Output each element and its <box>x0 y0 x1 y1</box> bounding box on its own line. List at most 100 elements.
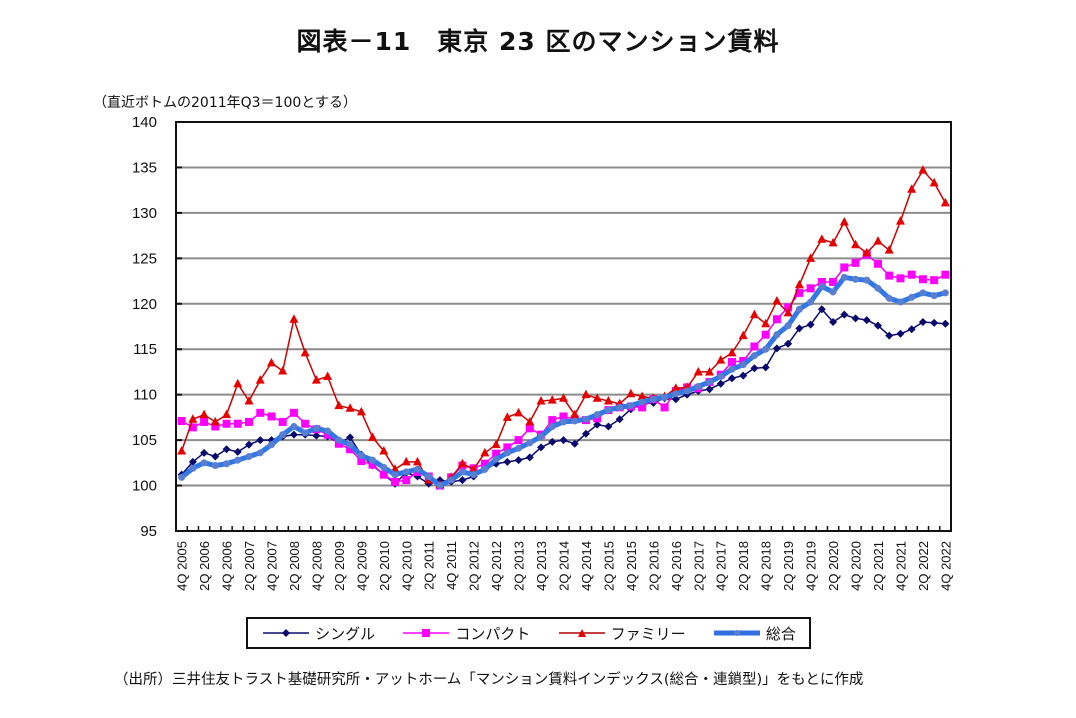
data-point <box>918 165 928 174</box>
data-point <box>503 457 512 466</box>
x-tick-label: 4Q 2013 <box>534 541 549 591</box>
data-point <box>401 456 411 466</box>
data-point <box>245 452 253 460</box>
data-point <box>671 383 681 392</box>
data-point <box>716 355 726 364</box>
data-point <box>806 284 815 293</box>
series-total <box>178 273 949 490</box>
index-base-note: （直近ボトムの2011年Q3＝100とする） <box>93 95 357 111</box>
data-point <box>300 347 310 357</box>
x-tick-label: 4Q 2018 <box>759 541 774 591</box>
data-point <box>919 289 927 297</box>
data-point <box>177 446 187 455</box>
x-tick-label: 2Q 2019 <box>781 541 796 591</box>
data-point <box>334 400 344 410</box>
data-point <box>481 465 489 473</box>
data-point <box>885 271 894 280</box>
y-tick-label: 130 <box>132 205 157 222</box>
data-point <box>548 416 557 425</box>
data-point <box>289 430 298 439</box>
data-point <box>503 443 512 452</box>
data-point <box>671 395 680 404</box>
x-tick-label: 2Q 2014 <box>557 541 572 591</box>
chart-title: 図表－11 東京 23 区のマンション賃料 <box>296 27 780 56</box>
data-point <box>593 420 602 429</box>
data-point <box>851 239 861 249</box>
data-point <box>470 471 478 479</box>
data-point <box>930 292 938 300</box>
x-tick-label: 4Q 2015 <box>624 541 639 591</box>
data-point <box>773 331 781 339</box>
data-point <box>188 457 197 466</box>
data-point <box>514 456 523 465</box>
data-point <box>884 245 894 254</box>
data-point <box>200 448 209 457</box>
y-tick-label: 110 <box>133 387 157 404</box>
data-point <box>233 447 242 456</box>
y-axis-ticks: 95 100 105 110 115 120 125 130 135 140 <box>132 114 182 540</box>
data-point <box>762 345 770 353</box>
data-point <box>660 403 669 412</box>
x-tick-label: 4Q 2022 <box>938 541 953 591</box>
data-point <box>369 456 377 464</box>
plot-frame <box>175 121 952 532</box>
legend: シングル コンパクト ファミリー 総合 <box>246 617 811 649</box>
data-point <box>750 342 759 351</box>
legend-label: シングル <box>315 624 376 643</box>
legend-label: 総合 <box>765 624 796 643</box>
data-point <box>593 414 602 423</box>
x-tick-label: 4Q 2019 <box>804 541 819 591</box>
source-note: （出所）三井住友トラスト基礎研究所・アットホーム「マンション賃料インデックス(総… <box>114 672 864 688</box>
data-point <box>817 234 827 243</box>
data-point <box>492 449 501 458</box>
data-point <box>738 330 748 340</box>
x-tick-label: 2Q 2011 <box>422 541 437 590</box>
data-point <box>200 459 208 467</box>
x-tick-label: 2Q 2012 <box>467 541 482 591</box>
data-point <box>515 444 523 452</box>
x-tick-label: 2Q 2010 <box>377 541 392 591</box>
data-point <box>615 415 624 424</box>
data-point <box>548 437 557 446</box>
data-point <box>200 417 209 426</box>
data-point <box>368 432 378 441</box>
data-point <box>346 433 355 442</box>
series-compact <box>177 250 950 490</box>
data-point <box>895 216 905 225</box>
data-point <box>547 395 557 404</box>
data-point <box>457 458 467 468</box>
data-point <box>368 460 377 469</box>
data-point <box>829 317 838 326</box>
data-point <box>346 441 354 449</box>
legend-item-total: 総合 <box>712 623 796 644</box>
data-point <box>324 427 332 435</box>
legend-swatch-family <box>558 629 605 637</box>
data-point <box>177 417 186 426</box>
data-point <box>334 439 343 448</box>
data-point <box>930 318 939 327</box>
data-point <box>256 436 265 445</box>
data-point <box>256 449 264 457</box>
data-point <box>941 289 949 297</box>
x-tick-label: 2Q 2021 <box>871 541 886 591</box>
data-point <box>941 270 950 279</box>
data-point <box>525 416 535 426</box>
y-tick-label: 125 <box>132 250 157 267</box>
data-point <box>425 472 433 480</box>
data-point <box>593 411 601 419</box>
data-point <box>188 423 197 432</box>
y-tick-label: 115 <box>133 341 157 358</box>
data-point <box>526 439 534 447</box>
data-point <box>739 357 748 366</box>
data-point <box>828 237 838 247</box>
legend-swatch-single <box>263 629 310 637</box>
data-point <box>559 412 568 421</box>
x-tick-label: 2Q 2008 <box>287 541 302 591</box>
data-point <box>806 320 815 329</box>
x-tick-label: 2Q 2017 <box>691 541 706 591</box>
data-point <box>469 464 479 473</box>
data-point <box>536 396 546 405</box>
x-tick-label: 4Q 2011 <box>444 541 459 590</box>
data-point <box>267 412 276 421</box>
